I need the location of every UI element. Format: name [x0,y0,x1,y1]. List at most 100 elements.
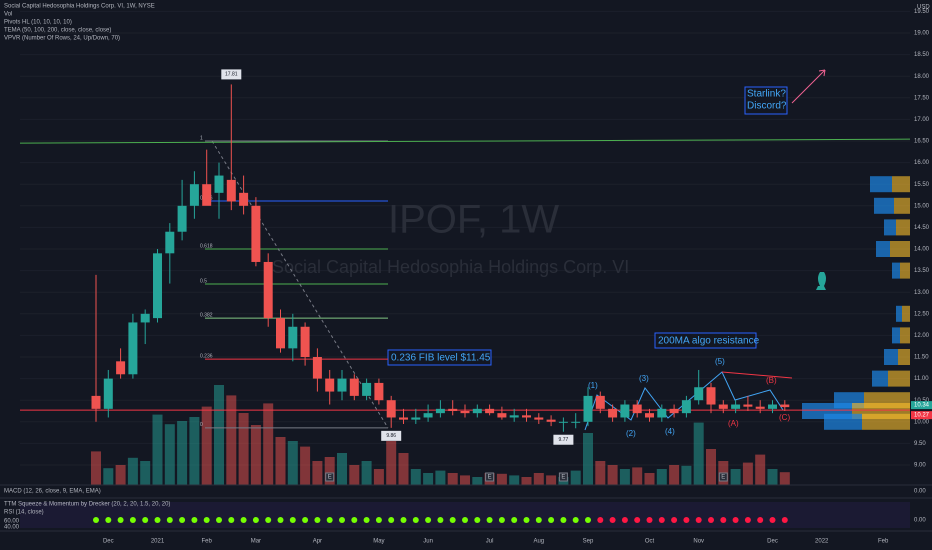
volume-bar [226,395,237,485]
vpvr-up [870,176,892,193]
annotation: Starlink? [747,89,786,100]
trend-line [721,371,793,379]
ttm-dot [708,517,714,523]
ttm-dot [314,517,321,523]
pane-tick: 40.00 [4,525,20,531]
ttm-dot [769,517,776,523]
volume-bar [189,417,200,485]
candle-body [694,387,704,401]
x-tick-label: 2021 [151,539,165,545]
ttm-dot [265,517,272,523]
y-tick-label: 11.00 [914,376,929,382]
candle-body [91,395,101,409]
volume-bar [201,406,212,485]
candle-body [780,404,790,408]
y-tick-label: 14.50 [914,225,930,231]
ttm-dot [179,517,186,523]
ttm-dot [105,517,112,523]
ttm-dot [425,517,432,523]
indicator: VPVR (Number Of Rows, 24, Up/Down, 70) [4,36,120,42]
volume-bar [681,465,692,485]
ttm-dot [252,517,259,523]
arrow [791,69,826,104]
ttm-dot [572,517,579,523]
x-tick-label: Feb [878,539,889,545]
candle-body [165,231,175,254]
volume-bar [324,457,335,485]
candle-body [128,322,138,375]
ttm-dot [535,517,542,523]
volume-bar [742,462,753,485]
candle-body [325,378,335,392]
price-tag [911,411,932,420]
earnings-box [558,472,568,482]
vpvr-up [874,197,894,214]
currency: USD [917,5,930,11]
volume-bar [103,468,114,485]
x-tick-label: Dec [103,539,114,545]
volume-bar [779,472,790,485]
candle-body [608,408,618,418]
candle-body [226,179,236,202]
earnings-label: E [721,475,725,481]
volume-bar [349,465,360,485]
candle-body [706,387,716,405]
candle-body [349,378,359,396]
ttm-dot [585,517,591,523]
wave-label: (2) [626,429,636,438]
volume-bar [152,414,163,485]
indicator: Pivots HL (10, 10, 10, 10) [4,20,72,26]
volume-bar [447,473,458,485]
ttm-dot [597,517,604,523]
wave-label: (3) [639,374,649,383]
pane-tick: 0.00 [914,518,926,524]
y-tick-label: 18.50 [914,52,930,58]
ttm-dot [339,517,345,523]
ttm-dot [375,517,382,523]
volume-bar [398,453,409,485]
candle-body [153,253,162,319]
ttm-dot [486,517,493,523]
pivot-label: 9.77 [559,437,569,443]
wave-label: (4) [665,427,675,436]
candle-body [497,413,507,418]
vpvr-down [888,370,910,387]
annotation-box [387,349,492,366]
ttm-dot [277,517,284,523]
y-tick-label: 15.00 [914,203,930,209]
candle-body [546,419,556,422]
annotation-box [744,86,788,115]
annotation: 200MA algo resistance [658,336,760,347]
ttm-dot [732,517,739,523]
fib-label: 0 [200,422,203,428]
y-tick-label: 14.00 [914,247,930,253]
volume-bar [300,446,311,485]
vpvr-up [892,327,900,344]
volume-bar [693,422,704,485]
ttm-dot [289,517,296,523]
ttm-dot [523,517,530,523]
volume-bar [619,469,630,485]
candle-body [435,408,445,414]
indicator: TEMA (50, 100, 200, close, close, close) [4,28,111,34]
candle-body [362,382,372,396]
candle-body [743,404,753,407]
wave-label: (1) [588,381,598,390]
candle-body [116,361,126,375]
candle-body [337,378,347,392]
ttm-dot [400,517,407,523]
ttm-dot [634,517,641,523]
x-tick-label: Sep [583,539,594,545]
pane-tick: 60.00 [4,519,20,525]
vpvr-down [898,349,910,365]
candle-body [768,404,777,409]
vpvr-up [884,219,896,236]
ttm-dot [449,517,456,523]
vpvr-up [892,262,900,279]
ttm-dot [191,517,198,523]
x-tick-label: Jul [486,539,494,545]
volume-bar [177,421,188,485]
vpvr-down [900,262,910,279]
volume-bar [533,473,544,485]
y-tick-label: 13.00 [914,290,930,296]
